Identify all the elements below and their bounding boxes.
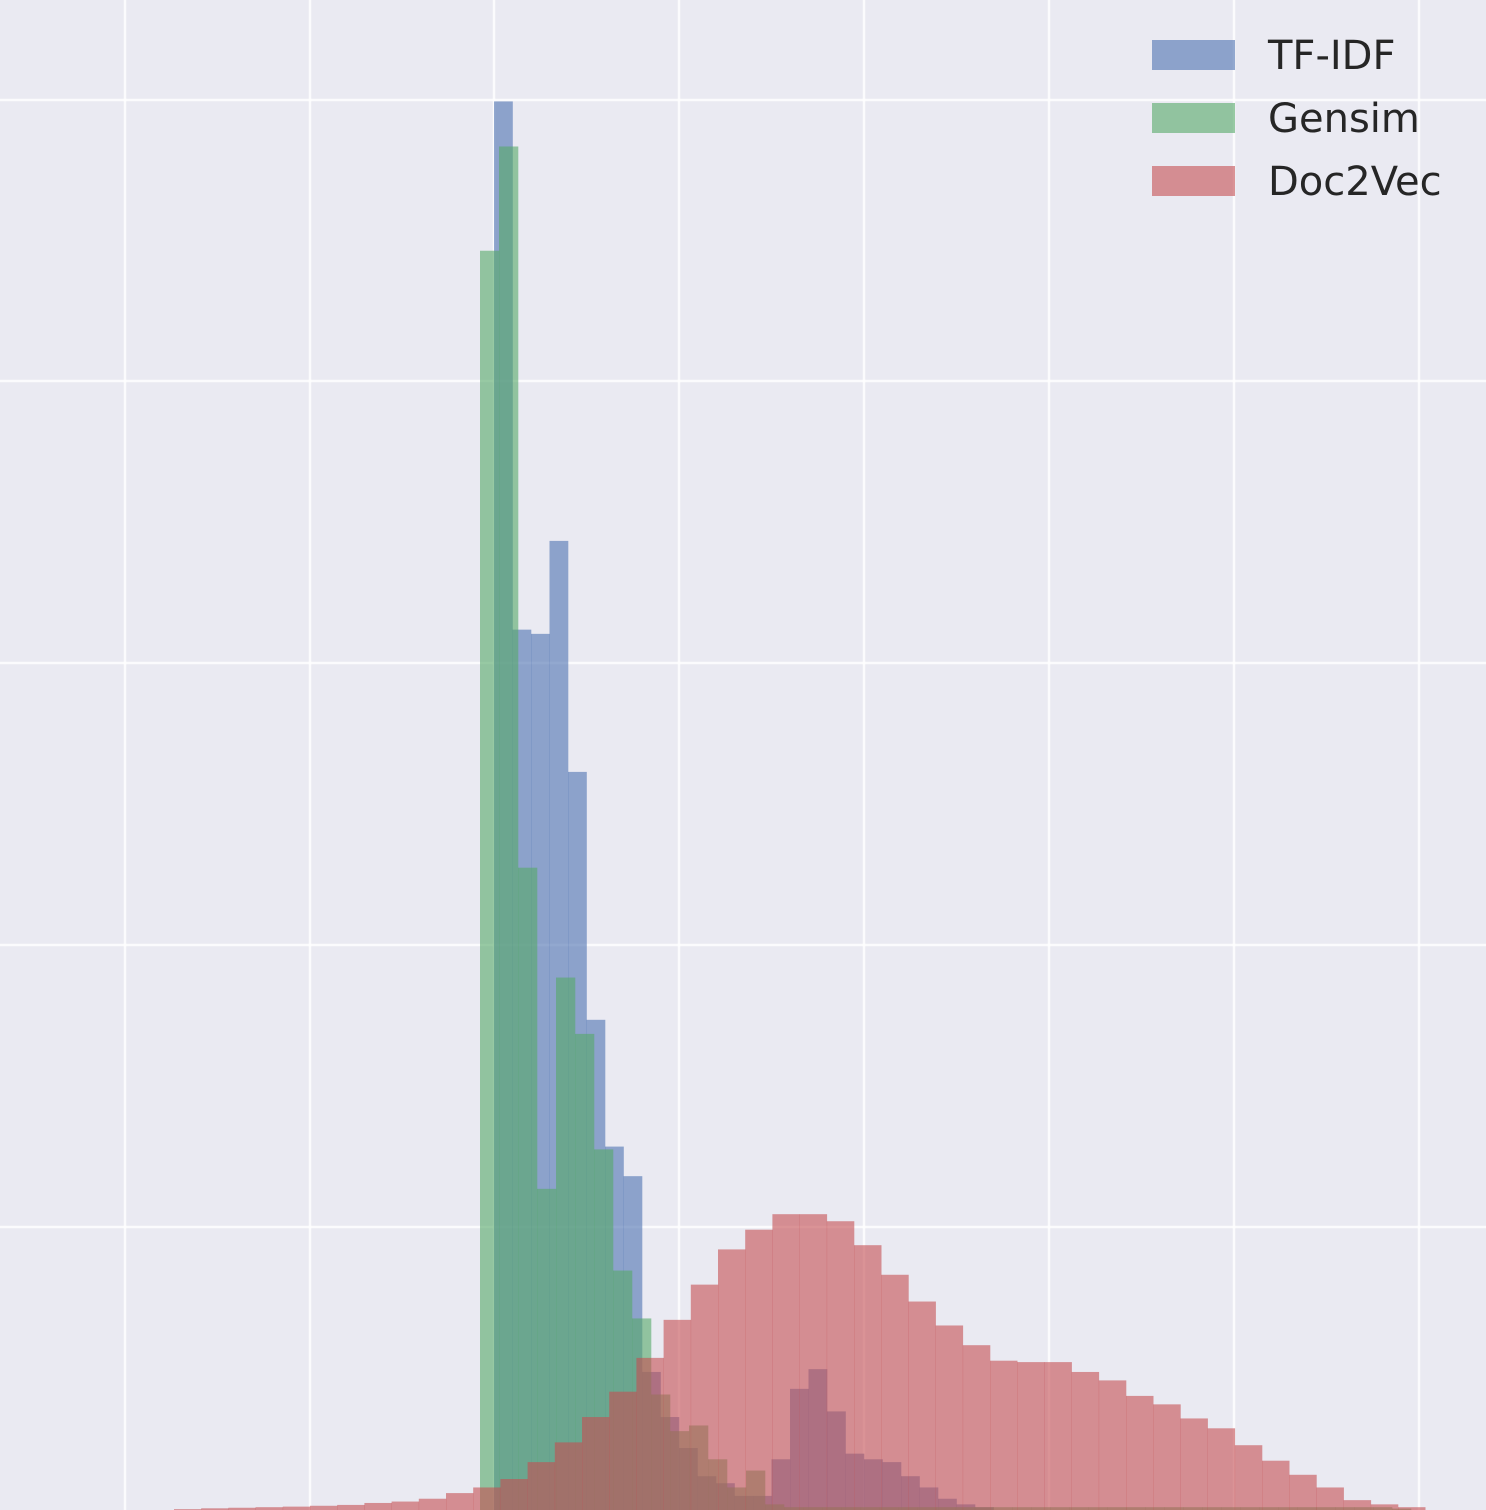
histogram-bar [1180,1418,1208,1510]
histogram-bar [826,1221,855,1510]
histogram-bars [174,101,1426,1510]
histogram-bar [962,1345,991,1510]
legend-swatch [1152,40,1235,70]
histogram-bar [1289,1474,1317,1510]
legend-swatch [1152,103,1235,133]
histogram-bar [391,1501,420,1510]
histogram-bar [1017,1362,1045,1510]
histogram-bar [799,1214,828,1510]
histogram-bar [446,1493,474,1510]
histogram-bar [1262,1460,1290,1510]
legend-swatch [1152,166,1235,196]
histogram-bar [480,250,500,1510]
histogram-bar [990,1360,1018,1510]
legend-label: Doc2Vec [1268,159,1442,205]
histogram-bar [518,867,538,1510]
histogram-bar [575,1033,595,1510]
histogram-bar [556,977,576,1510]
series-doc2vec [174,1214,1426,1510]
histogram-bar [908,1301,936,1510]
histogram-bar [1370,1504,1399,1510]
histogram-bar [1398,1507,1426,1510]
histogram-bar [690,1284,719,1510]
histogram-bar [1153,1404,1181,1510]
histogram-bar [1234,1445,1263,1510]
histogram-bar [663,1319,692,1510]
histogram-bar [527,1462,556,1510]
legend-label: TF-IDF [1267,33,1395,79]
histogram-bar [935,1325,964,1510]
histogram-bar [337,1504,365,1510]
histogram-bar [582,1417,610,1510]
histogram-bar [718,1249,746,1510]
histogram-bar [282,1506,311,1510]
legend-label: Gensim [1268,96,1420,142]
histogram-bar [1071,1371,1100,1510]
histogram-bar [745,1229,773,1510]
histogram-bar [772,1214,800,1510]
histogram-bar [881,1274,909,1510]
histogram-bar [1126,1395,1154,1510]
histogram-bar [500,1479,528,1510]
histogram-bar [854,1245,882,1510]
histogram-bar [364,1502,392,1510]
histogram-bar [499,146,519,1510]
histogram-bar [537,1188,557,1510]
histogram-bar [1098,1380,1127,1510]
histogram-bar [418,1498,447,1510]
histogram-bar [1343,1500,1372,1510]
histogram-bar [636,1357,664,1510]
histogram-bar [473,1487,501,1510]
histogram-bar [255,1507,284,1510]
histogram-bar [201,1508,229,1510]
histogram-bar [310,1505,338,1510]
legend: TF-IDF Gensim Doc2Vec [1152,33,1442,205]
histogram-bar [1316,1487,1344,1510]
histogram-bar [228,1507,256,1510]
histogram-bar [609,1391,637,1510]
histogram-bar [554,1442,583,1510]
histogram-bar [1207,1428,1236,1510]
histogram-bar [1044,1362,1072,1510]
